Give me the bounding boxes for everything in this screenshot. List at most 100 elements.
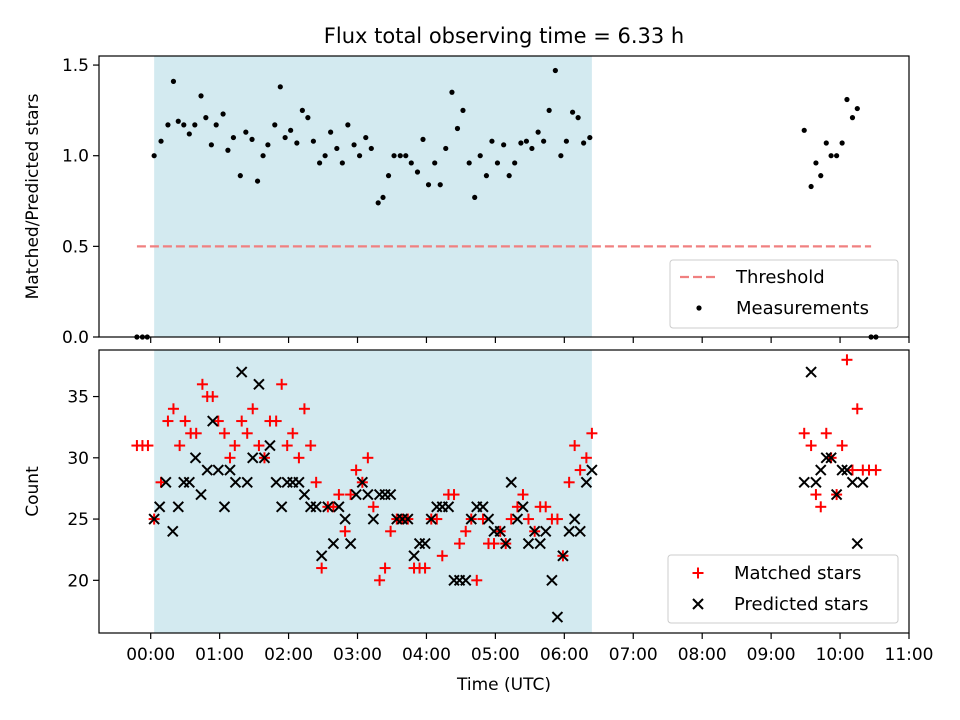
measurement-point [265,142,271,148]
predicted-star-point [241,476,253,489]
matched-star-point [287,427,299,439]
count-legend: Matched stars Predicted stars [667,554,899,624]
measurement-point [563,138,569,144]
matched-star-point [253,440,265,452]
measurement-point [208,142,214,148]
measurement-point [192,122,198,128]
predicted-star-point [857,476,869,489]
predicted-star-point [574,525,586,538]
measurement-point [587,134,593,141]
measurement-point [328,129,334,135]
predicted-star-point [494,525,506,538]
matched-star-point [798,427,810,439]
matched-star-point [385,525,397,537]
measurement-point [230,134,237,141]
y-tick-label: 25 [67,510,89,530]
y-tick-label: 1.5 [62,56,89,76]
matched-star-point [212,415,224,427]
predicted-star-point [846,476,859,489]
matched-star-point [293,452,305,464]
measurement-point [158,138,164,144]
matched-star-point [162,415,174,427]
predicted-star-point [235,366,248,378]
legend-matched-swatch [692,567,704,579]
x-axis-label: Time (UTC) [456,675,551,695]
measurement-point [425,182,432,188]
y-tick-label: 0.0 [62,328,89,348]
measurement-point [220,111,226,117]
x-tick-label: 08:00 [678,645,727,665]
measurement-point [237,173,243,179]
predicted-star-point [218,501,231,513]
predicted-star-point [167,525,179,538]
chart-title: Flux total observing time = 6.33 h [324,24,684,48]
measurement-point [849,115,856,121]
matched-star-point [179,415,191,427]
matched-star-point [167,403,179,415]
matched-star-point [419,562,431,574]
y-tick-label: 1.0 [62,147,89,167]
x-tick-label: 09:00 [747,645,796,665]
matched-star-point [305,440,317,452]
measurement-point [854,105,860,112]
measurement-point [391,153,397,159]
measurement-point [165,122,171,128]
matched-star-point [298,403,310,415]
measurement-point [443,145,449,152]
predicted-star-point [153,501,166,513]
measurement-point [151,153,157,159]
measurement-point [243,129,249,135]
predicted-star-point [534,537,546,550]
x-tick-label: 06:00 [540,645,589,665]
measurement-point [437,182,443,188]
matched-star-point [362,452,374,464]
measurement-point [299,107,305,113]
measurement-point [558,153,564,159]
measurement-point [254,178,261,184]
legend-measurements-swatch [696,305,702,311]
measurement-point [186,131,192,137]
matched-star-point [454,538,466,550]
ratio-legend-box [669,259,899,329]
predicted-star-point [189,452,202,464]
measurement-point [339,160,345,166]
measurement-point [523,138,530,144]
matched-star-point [345,489,357,501]
predicted-star-point [460,574,472,587]
measurement-point [494,160,501,166]
measurement-point [808,183,814,190]
matched-star-point [574,464,586,476]
predicted-star-point [810,476,822,489]
matched-star-point [367,501,379,513]
measurement-point [282,134,288,141]
measurement-point [356,153,363,159]
legend-matched-label: Matched stars [734,563,861,584]
measurement-point [408,160,414,166]
matched-star-point [310,476,322,488]
x-tick-label: 00:00 [126,645,175,665]
measurement-point [823,140,829,146]
predicted-star-point [528,525,541,538]
x-tick-label: 01:00 [195,645,244,665]
predicted-star-point [224,464,236,476]
matched-star-point [350,464,362,476]
measurement-point [460,107,466,113]
predicted-star-point [275,501,288,513]
matched-star-point [276,378,288,390]
measurement-point [277,84,283,90]
predicted-star-point [815,464,827,476]
measurement-point [397,153,403,159]
measurement-point [294,140,300,146]
matched-star-point [327,501,339,513]
measurement-point [834,153,840,159]
predicted-star-point [183,476,196,489]
matched-star-point [505,513,517,525]
predicted-star-point [482,513,495,525]
matched-star-point [805,440,817,452]
predicted-star-point [270,476,282,489]
matched-star-point [815,501,827,513]
predicted-star-point [851,537,864,550]
measurement-point [420,136,426,142]
measurement-point [552,67,558,74]
predicted-star-point [517,501,529,513]
